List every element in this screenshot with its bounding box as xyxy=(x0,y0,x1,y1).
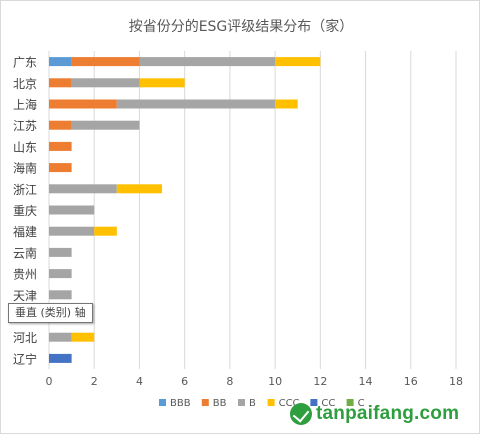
legend-label: C xyxy=(358,398,365,409)
bar-segment-b[interactable] xyxy=(49,332,72,342)
bar-segment-ccc[interactable] xyxy=(275,57,321,67)
watermark-text: tanpaifang.com xyxy=(316,403,460,424)
legend-label: B xyxy=(249,398,256,409)
bar-segment-b[interactable] xyxy=(49,269,72,279)
category-label[interactable]: 上海 xyxy=(13,97,37,112)
bar-segment-bb[interactable] xyxy=(49,120,72,130)
bar-segment-ccc[interactable] xyxy=(71,332,95,342)
legend-swatch xyxy=(346,399,354,406)
legend-label: BB xyxy=(213,398,227,409)
x-tick-label: 14 xyxy=(359,375,373,388)
category-label[interactable]: 福建 xyxy=(13,224,37,239)
tick-labels: 0 2 4 6 8 10 12 14 16 18 xyxy=(46,375,464,388)
category-label[interactable]: 广东 xyxy=(13,56,37,70)
bar-segment-bb[interactable] xyxy=(49,163,72,173)
category-label[interactable]: 云南 xyxy=(13,245,37,260)
legend-label: CCC xyxy=(279,398,300,409)
x-tick-label: 16 xyxy=(404,375,418,388)
legend-label: BBB xyxy=(170,398,191,409)
bar-segment-bb[interactable] xyxy=(49,78,72,88)
legend-swatch xyxy=(238,399,245,406)
bars xyxy=(49,57,321,363)
x-tick-label: 18 xyxy=(449,375,463,388)
watermark: tanpaifang.com xyxy=(290,400,459,428)
bar-segment-b[interactable] xyxy=(49,184,117,194)
category-label[interactable]: 北京 xyxy=(13,77,37,91)
x-tick-label: 2 xyxy=(91,375,98,388)
bar-segment-b[interactable] xyxy=(49,247,72,257)
bar-segment-b[interactable] xyxy=(49,226,95,236)
bar-segment-ccc[interactable] xyxy=(275,99,298,109)
category-label[interactable]: 浙江 xyxy=(13,183,37,197)
legend-swatch xyxy=(267,399,275,406)
category-label[interactable]: 贵州 xyxy=(13,268,37,282)
axis-tooltip: 垂直 (类别) 轴 xyxy=(8,303,93,323)
category-label[interactable]: 辽宁 xyxy=(13,351,37,366)
legend-swatch xyxy=(310,399,318,406)
bar-segment-ccc[interactable] xyxy=(139,78,185,88)
category-label[interactable]: 河北 xyxy=(13,331,37,345)
bar-segment-bb[interactable] xyxy=(49,141,72,151)
bar-segment-b[interactable] xyxy=(49,205,95,215)
bar-segment-b[interactable] xyxy=(71,78,140,88)
bar-segment-b[interactable] xyxy=(116,99,276,109)
x-tick-label: 12 xyxy=(313,375,327,388)
legend-swatch xyxy=(201,399,209,406)
x-tick-label: 4 xyxy=(136,375,143,388)
category-label[interactable]: 山东 xyxy=(13,140,37,154)
legend-swatch xyxy=(159,399,166,406)
x-tick-label: 0 xyxy=(46,375,53,388)
category-label[interactable]: 重庆 xyxy=(13,204,37,218)
bar-segment-bbb[interactable] xyxy=(49,57,72,67)
bar-segment-bb[interactable] xyxy=(49,99,117,109)
chart-title: 按省份分的ESG评级结果分布（家） xyxy=(129,18,354,35)
category-label[interactable]: 江苏 xyxy=(13,119,37,133)
x-tick-label: 10 xyxy=(268,375,282,388)
category-label[interactable]: 天津 xyxy=(13,289,37,303)
bar-segment-cc[interactable] xyxy=(49,353,72,363)
bar-segment-b[interactable] xyxy=(71,120,140,130)
bar-segment-bb[interactable] xyxy=(71,57,140,67)
x-tick-label: 8 xyxy=(226,375,233,388)
bar-segment-ccc[interactable] xyxy=(116,184,163,194)
legend-label: CC xyxy=(321,398,335,409)
bar-segment-ccc[interactable] xyxy=(94,226,117,236)
checkmark-logo-icon xyxy=(290,403,312,425)
bar-segment-b[interactable] xyxy=(139,57,276,67)
legend: BBB BB B CCC CC C xyxy=(159,398,365,409)
gridlines xyxy=(48,51,457,369)
bar-segment-b[interactable] xyxy=(49,290,72,300)
x-tick-label: 6 xyxy=(181,375,188,388)
category-label[interactable]: 海南 xyxy=(13,161,37,176)
